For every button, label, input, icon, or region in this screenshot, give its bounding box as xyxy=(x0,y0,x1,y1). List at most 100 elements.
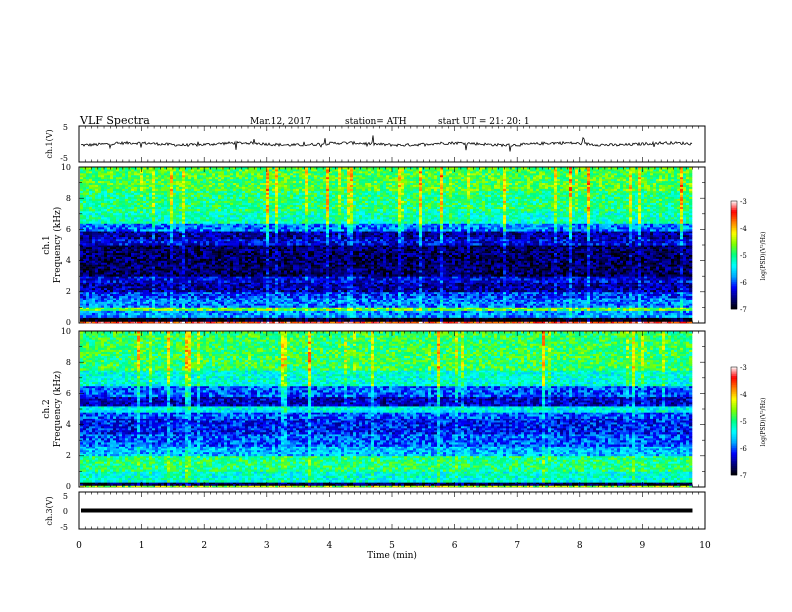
spectrogram-cell xyxy=(101,317,105,320)
spectrogram-cell xyxy=(113,317,117,320)
spectrogram-cell xyxy=(590,282,594,285)
spectrogram-cell xyxy=(254,307,258,310)
spectrogram-cell xyxy=(656,309,660,311)
spectrogram-cell xyxy=(365,290,369,293)
spectrogram-cell xyxy=(647,291,651,295)
spectrogram-cell xyxy=(95,299,99,303)
spectrogram-cell xyxy=(206,245,210,248)
spectrogram-cell xyxy=(275,290,279,293)
spectrogram-cell xyxy=(350,282,354,285)
spectrogram-cell xyxy=(308,290,312,293)
spectrogram-cell xyxy=(245,284,249,287)
spectrogram-cell xyxy=(539,301,543,305)
spectrogram-cell xyxy=(356,309,360,311)
spectrogram-cell xyxy=(203,284,207,287)
spectrogram-cell xyxy=(485,312,489,316)
spectrogram-cell xyxy=(536,293,540,297)
spectrogram-cell xyxy=(524,296,528,299)
spectrogram-cell xyxy=(188,286,192,289)
spectrogram-cell xyxy=(566,280,570,283)
spectrogram-cell xyxy=(257,284,261,287)
spectrogram-cell xyxy=(359,310,363,314)
spectrogram-cell xyxy=(122,301,126,305)
spectrogram-cell xyxy=(557,319,561,322)
spectrogram-cell xyxy=(401,296,405,299)
spectrogram-cell xyxy=(632,290,636,293)
spectrogram-cell xyxy=(647,307,651,310)
spectrogram-cell xyxy=(668,301,672,305)
spectrogram-cell xyxy=(530,309,534,311)
spectrogram-cell xyxy=(299,280,303,283)
spectrogram-cell xyxy=(512,286,516,289)
spectrogram-cell xyxy=(452,303,456,306)
spectrogram-cell xyxy=(407,299,411,303)
spectrogram-cell xyxy=(329,307,333,310)
spectrogram-cell xyxy=(548,319,552,322)
spectrogram-cell xyxy=(596,284,600,287)
spectrogram-cell xyxy=(581,288,585,291)
spectrogram-cell xyxy=(170,276,174,279)
spectrogram-cell xyxy=(464,288,468,291)
spectrogram-cell xyxy=(95,296,99,299)
spectrogram-cell xyxy=(560,298,564,301)
spectrogram-cell xyxy=(620,284,624,287)
spectrogram-cell xyxy=(473,284,477,287)
spectrogram-cell xyxy=(167,312,171,316)
spectrogram-cell xyxy=(674,286,678,289)
spectrogram-cell xyxy=(458,278,462,281)
spectrogram-cell xyxy=(335,307,339,310)
spectrogram-cell xyxy=(329,299,333,303)
spectrogram-cell xyxy=(485,321,489,324)
spectrogram-cell xyxy=(299,290,303,293)
spectrogram-cell xyxy=(401,298,405,301)
spectrogram-cell xyxy=(197,278,201,281)
spectrogram-cell xyxy=(245,312,249,316)
spectrogram-cell xyxy=(332,309,336,311)
spectrogram-cell xyxy=(500,305,504,308)
spectrogram-cell xyxy=(197,319,201,322)
spectrogram-cell xyxy=(329,282,333,285)
spectrogram-cell xyxy=(488,301,492,305)
spectrogram-cell xyxy=(83,245,87,248)
spectrogram-cell xyxy=(569,290,573,293)
spectrogram-cell xyxy=(83,310,87,314)
spectrogram-cell xyxy=(317,307,321,310)
spectrogram-cell xyxy=(200,293,204,297)
spectrogram-cell xyxy=(206,301,210,305)
spectrogram-cell xyxy=(338,303,342,306)
spectrogram-cell xyxy=(233,309,237,311)
spectrogram-cell xyxy=(557,309,561,311)
spectrogram-cell xyxy=(350,303,354,306)
spectrogram-cell xyxy=(587,286,591,289)
spectrogram-cell xyxy=(395,278,399,281)
spectrogram-cell xyxy=(305,288,309,291)
spectrogram-cell xyxy=(689,312,693,316)
spectrogram-cell xyxy=(206,290,210,293)
spectrogram-cell xyxy=(464,291,468,295)
spectrogram-cell xyxy=(311,312,315,316)
spectrogram-cell xyxy=(119,315,123,318)
spectrogram-cell xyxy=(275,321,279,324)
spectrogram-cell xyxy=(263,293,267,297)
spectrogram-cell xyxy=(557,312,561,316)
spectrogram-cell xyxy=(575,291,579,295)
spectrogram-cell xyxy=(251,310,255,314)
spectrogram-cell xyxy=(632,321,636,324)
spectrogram-cell xyxy=(101,280,105,283)
spectrogram-cell xyxy=(275,278,279,281)
spectrogram-cell xyxy=(602,319,606,322)
spectrogram-cell xyxy=(659,278,663,281)
spectrogram-cell xyxy=(362,299,366,303)
spectrogram-cell xyxy=(527,317,531,320)
spectrogram-cell xyxy=(149,288,153,291)
spectrogram-cell xyxy=(326,291,330,295)
spectrogram-cell xyxy=(668,303,672,306)
spectrogram-cell xyxy=(140,282,144,285)
spectrogram-cell xyxy=(314,278,318,281)
spectrogram-cell xyxy=(608,276,612,279)
spectrogram-cell xyxy=(509,293,513,297)
spectrogram-cell xyxy=(176,288,180,291)
spectrogram-cell xyxy=(110,305,114,308)
spectrogram-cell xyxy=(302,299,306,303)
spectrogram-cell xyxy=(470,282,474,285)
